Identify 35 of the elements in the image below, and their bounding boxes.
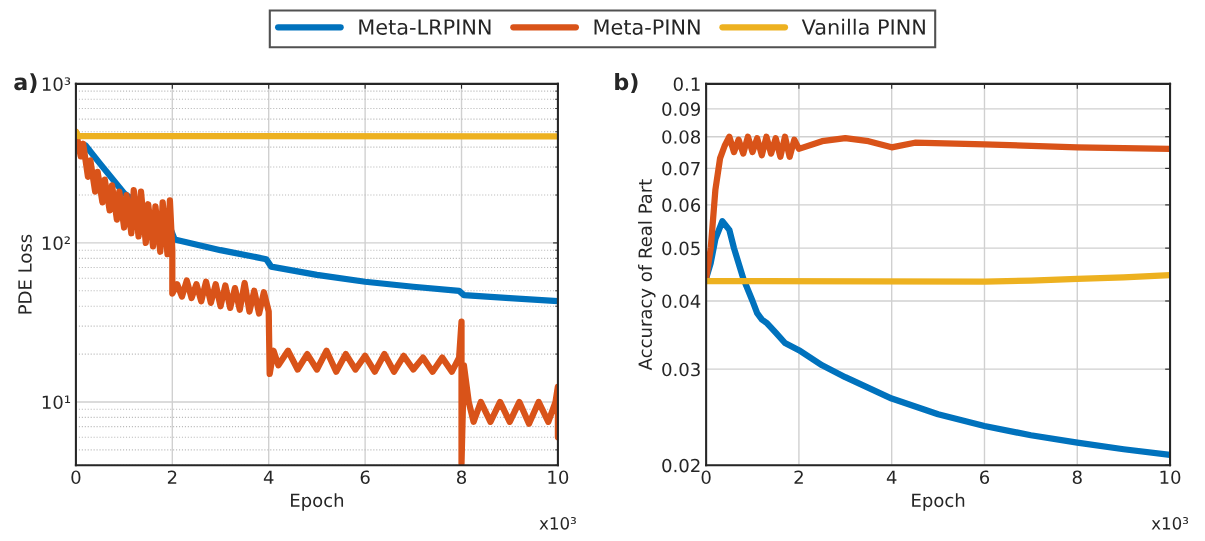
chart-title: a) bbox=[14, 73, 37, 93]
x-tick-label: 6 bbox=[360, 470, 370, 485]
x-tick-label: 8 bbox=[457, 470, 467, 485]
x-tick-label: 6 bbox=[980, 470, 990, 485]
text: x10³ bbox=[539, 517, 576, 530]
x-axis-title: Epoch bbox=[291, 493, 344, 511]
y-tick-label: 0.06 bbox=[662, 198, 701, 213]
chart-title: b) bbox=[615, 73, 638, 93]
x-tick-label: 0 bbox=[71, 470, 81, 485]
x-tick-label: 4 bbox=[886, 470, 897, 484]
y-tick-label: 0.08 bbox=[662, 130, 701, 144]
x-tick-label: 8 bbox=[1072, 470, 1082, 485]
legend-label: Meta-LRPINN bbox=[359, 19, 491, 35]
y-tick-label: 0.07 bbox=[662, 161, 700, 176]
x-axis-title: Epoch bbox=[912, 493, 965, 511]
y-tick-label: 0.05 bbox=[662, 241, 700, 256]
y-tick-label: 10² bbox=[42, 236, 70, 251]
y-tick-label: 10³ bbox=[42, 77, 71, 91]
y-tick-label: 10¹ bbox=[42, 395, 71, 410]
y-tick-label: 0.02 bbox=[662, 458, 700, 473]
legend-label: Vanilla PINN bbox=[801, 18, 925, 35]
y-axis-title: Accuracy of Real Part bbox=[638, 179, 656, 371]
x-tick-label: 2 bbox=[167, 470, 177, 484]
x-tick-label: 10 bbox=[548, 470, 569, 485]
text: x10³ bbox=[1151, 517, 1189, 530]
y-axis-title: PDE Loss bbox=[18, 234, 32, 314]
y-tick-label: 0.1 bbox=[673, 77, 700, 91]
y-tick-label: 0.04 bbox=[662, 294, 701, 309]
x-tick-label: 0 bbox=[701, 470, 711, 485]
y-tick-label: 0.09 bbox=[662, 102, 700, 116]
y-tick-label: 0.03 bbox=[662, 362, 700, 377]
x-tick-label: 2 bbox=[794, 470, 803, 484]
legend-label: Meta-PINN bbox=[594, 19, 700, 35]
x-tick-label: 4 bbox=[263, 470, 274, 484]
x-tick-label: 10 bbox=[1160, 470, 1181, 485]
